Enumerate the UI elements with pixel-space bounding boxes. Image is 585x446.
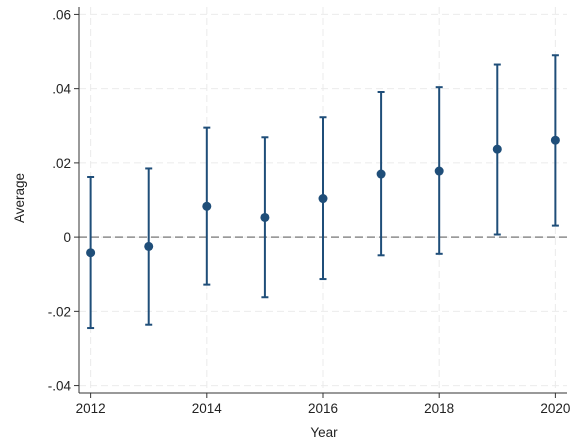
y-axis-ticks: -.04 -.02 0 .02 .04 .06 xyxy=(48,7,79,394)
y-axis-title: Average xyxy=(12,173,27,223)
x-tick-label: 2020 xyxy=(540,401,570,416)
y-tick-label: -.04 xyxy=(48,379,72,394)
x-tick-label: 2012 xyxy=(76,401,106,416)
point-estimate xyxy=(434,166,444,176)
y-tick-label: 0 xyxy=(63,230,71,245)
y-tick-label: .06 xyxy=(52,7,71,22)
point-estimate xyxy=(86,248,96,258)
point-estimate xyxy=(318,194,328,204)
point-estimate xyxy=(260,212,270,222)
point-estimate xyxy=(376,169,386,179)
x-tick-label: 2018 xyxy=(424,401,454,416)
y-tick-label: .04 xyxy=(52,82,71,97)
x-axis-ticks: 2012 2014 2016 2018 2020 xyxy=(76,393,570,416)
point-estimate xyxy=(144,241,154,251)
y-tick-label: -.02 xyxy=(48,304,71,319)
y-tick-label: .02 xyxy=(52,156,71,171)
point-estimate xyxy=(492,144,502,154)
x-axis-title: Year xyxy=(310,425,338,440)
x-tick-label: 2014 xyxy=(192,401,223,416)
x-tick-label: 2016 xyxy=(308,401,338,416)
point-estimates xyxy=(86,135,560,258)
point-estimate xyxy=(550,135,560,145)
point-estimate xyxy=(202,201,212,211)
